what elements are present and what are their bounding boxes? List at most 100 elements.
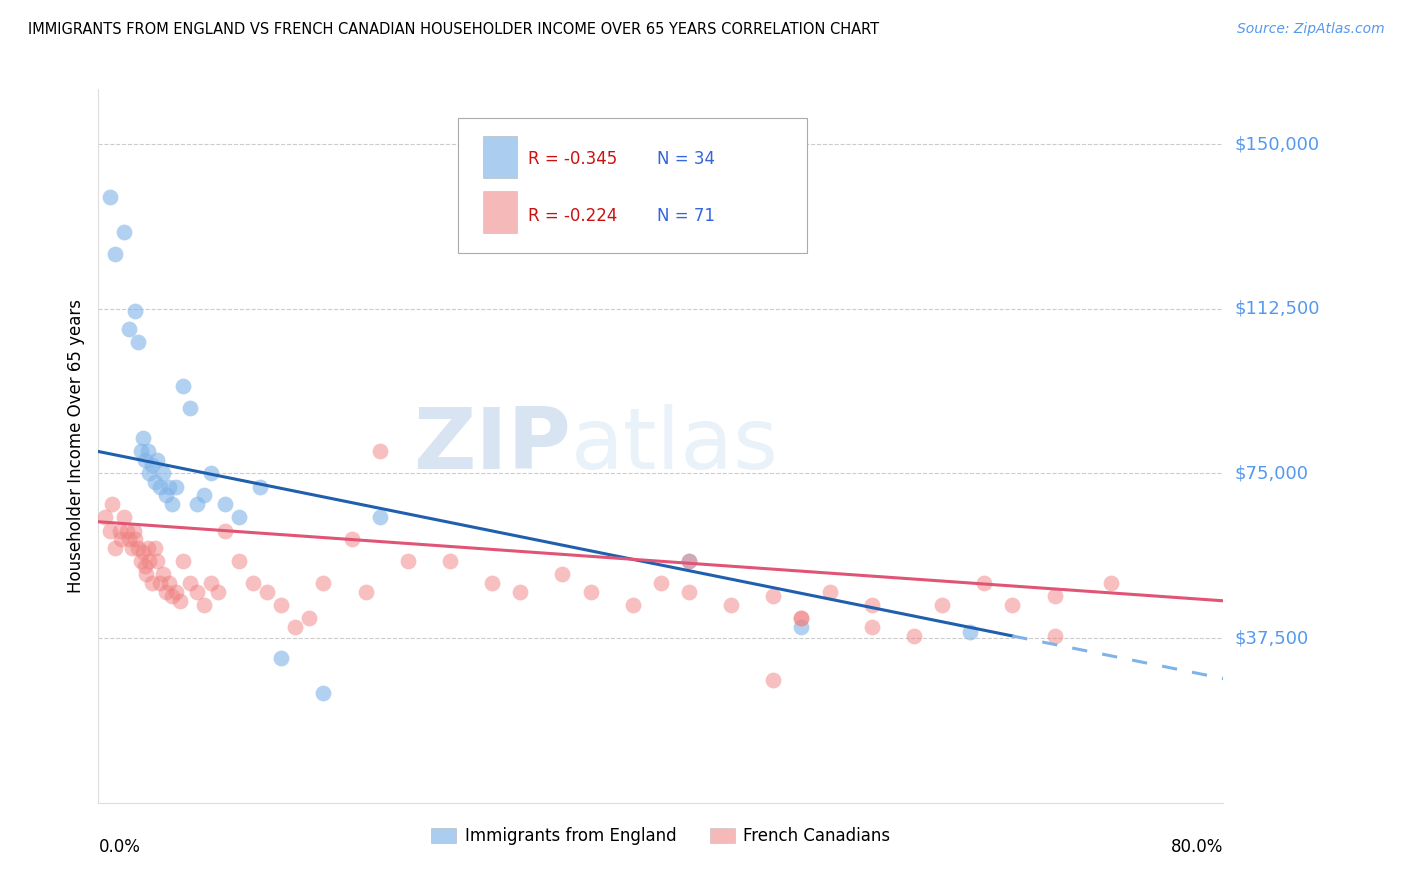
Point [118, 321, 141, 335]
Point [368, 444, 391, 458]
Text: $37,500: $37,500 [1234, 629, 1309, 647]
Text: $75,000: $75,000 [1234, 465, 1309, 483]
Point [860, 598, 883, 612]
Text: atlas: atlas [571, 404, 779, 488]
Point [101, 497, 124, 511]
Point [186, 585, 208, 599]
Point [138, 467, 160, 481]
Point [214, 524, 236, 538]
Point [104, 247, 127, 261]
Point [169, 594, 191, 608]
Point [132, 431, 155, 445]
Text: 0.0%: 0.0% [98, 838, 141, 856]
Point [354, 585, 377, 599]
Point [1043, 629, 1066, 643]
Point [115, 524, 138, 538]
Point [179, 576, 201, 591]
FancyBboxPatch shape [484, 136, 517, 178]
Point [138, 554, 160, 568]
Point [270, 598, 292, 612]
Point [118, 533, 141, 547]
Text: R = -0.345: R = -0.345 [529, 150, 617, 168]
Text: 80.0%: 80.0% [1171, 838, 1223, 856]
Point [98, 524, 121, 538]
Point [396, 554, 419, 568]
Point [172, 554, 194, 568]
Point [121, 541, 143, 555]
Point [98, 190, 121, 204]
Point [122, 524, 145, 538]
Point [312, 686, 335, 700]
Point [256, 585, 278, 599]
Point [1099, 576, 1122, 591]
Point [157, 480, 180, 494]
Point [818, 585, 841, 599]
Point [143, 541, 166, 555]
Point [931, 598, 953, 612]
Point [762, 590, 785, 604]
Point [439, 554, 461, 568]
Point [172, 378, 194, 392]
Point [270, 651, 292, 665]
Point [132, 545, 155, 559]
Point [228, 510, 250, 524]
Point [214, 497, 236, 511]
Point [200, 576, 222, 591]
Point [157, 576, 180, 591]
Point [186, 497, 208, 511]
Point [790, 611, 813, 625]
Point [127, 541, 149, 555]
Point [134, 558, 156, 573]
Point [152, 567, 174, 582]
Point [579, 585, 602, 599]
Point [136, 444, 159, 458]
Point [149, 576, 172, 591]
Point [1001, 598, 1024, 612]
Text: $112,500: $112,500 [1234, 300, 1320, 318]
Point [127, 334, 149, 349]
Point [155, 585, 177, 599]
Text: Source: ZipAtlas.com: Source: ZipAtlas.com [1237, 22, 1385, 37]
Point [860, 620, 883, 634]
Point [790, 611, 813, 625]
Point [179, 401, 201, 415]
Point [193, 598, 215, 612]
Point [242, 576, 264, 591]
Point [160, 497, 183, 511]
Text: N = 71: N = 71 [658, 207, 716, 225]
Point [108, 524, 131, 538]
Point [124, 533, 146, 547]
Text: IMMIGRANTS FROM ENGLAND VS FRENCH CANADIAN HOUSEHOLDER INCOME OVER 65 YEARS CORR: IMMIGRANTS FROM ENGLAND VS FRENCH CANADI… [28, 22, 879, 37]
Point [141, 458, 163, 472]
Point [312, 576, 335, 591]
Point [129, 554, 152, 568]
Point [143, 475, 166, 490]
FancyBboxPatch shape [484, 191, 517, 234]
Point [368, 510, 391, 524]
Point [678, 554, 700, 568]
Legend: Immigrants from England, French Canadians: Immigrants from England, French Canadian… [425, 821, 897, 852]
Point [284, 620, 307, 634]
Point [155, 488, 177, 502]
Y-axis label: Householder Income Over 65 years: Householder Income Over 65 years [66, 299, 84, 593]
Point [228, 554, 250, 568]
Point [790, 620, 813, 634]
Point [94, 510, 117, 524]
Point [124, 304, 146, 318]
Point [481, 576, 503, 591]
Point [509, 585, 531, 599]
Point [146, 554, 169, 568]
FancyBboxPatch shape [458, 118, 807, 253]
Point [678, 554, 700, 568]
Point [112, 225, 135, 239]
Text: N = 34: N = 34 [658, 150, 716, 168]
Point [762, 673, 785, 687]
Point [146, 453, 169, 467]
Text: $150,000: $150,000 [1234, 135, 1319, 153]
Point [149, 480, 172, 494]
Point [298, 611, 321, 625]
Point [135, 567, 157, 582]
Point [165, 585, 187, 599]
Point [207, 585, 229, 599]
Text: ZIP: ZIP [413, 404, 571, 488]
